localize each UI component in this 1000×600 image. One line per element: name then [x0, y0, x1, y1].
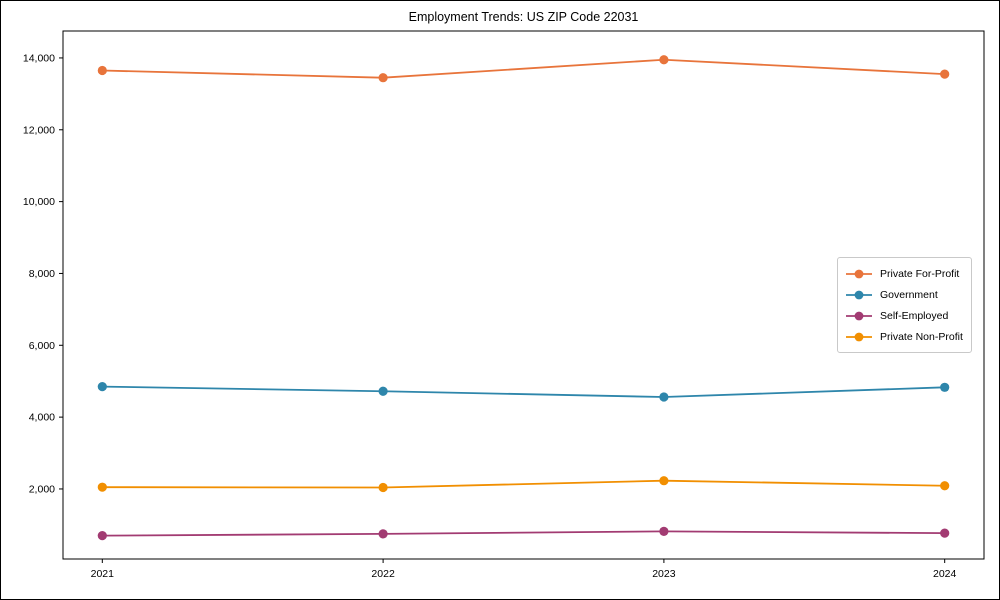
y-tick-label: 4,000	[29, 412, 55, 424]
legend-label: Government	[880, 288, 938, 301]
legend-dot	[854, 332, 864, 341]
data-point-private-non-profit-2022	[378, 482, 388, 493]
data-point-private-non-profit-2023	[659, 476, 669, 486]
legend-marker-icon	[846, 332, 872, 341]
data-point-private-for-profit-2024	[940, 69, 950, 79]
axes-frame	[62, 30, 985, 560]
x-tick-label: 2021	[91, 568, 115, 580]
data-point-government-2022	[378, 386, 388, 396]
data-point-self-employed-2021	[97, 531, 107, 541]
data-point-self-employed-2023	[659, 526, 669, 536]
data-point-private-non-profit-2024	[940, 481, 950, 491]
y-tick-label: 6,000	[29, 340, 55, 352]
legend-dot	[854, 290, 864, 299]
data-point-government-2023	[659, 392, 669, 402]
data-point-self-employed-2024	[940, 528, 950, 538]
series-line-government	[102, 385, 945, 398]
data-point-private-for-profit-2021	[97, 65, 107, 76]
legend-item: Self-Employed	[845, 305, 963, 326]
legend-item: Private For-Profit	[845, 263, 963, 284]
series-line-self-employed	[102, 530, 945, 537]
legend-marker-icon	[846, 290, 872, 299]
legend-dot	[854, 269, 864, 278]
series-line-private-for-profit	[102, 58, 945, 79]
data-point-government-2024	[940, 382, 950, 392]
legend-marker-icon	[846, 311, 872, 320]
data-point-private-for-profit-2022	[378, 73, 388, 83]
legend-marker-icon	[846, 269, 872, 278]
data-point-government-2021	[97, 381, 107, 392]
legend: Private For-Profit Government Self-Employe…	[837, 257, 972, 353]
x-tick-label: 2022	[371, 568, 395, 580]
y-tick-label: 2,000	[29, 483, 55, 495]
legend-dot	[854, 311, 864, 320]
legend-label: Private For-Profit	[880, 267, 960, 280]
data-point-private-for-profit-2023	[659, 55, 669, 65]
y-tick-label: 14,000	[23, 52, 55, 64]
legend-label: Private Non-Profit	[880, 330, 963, 343]
series-line-private-non-profit	[102, 479, 945, 489]
legend-label: Self-Employed	[880, 309, 949, 322]
x-tick-label: 2023	[652, 568, 676, 580]
legend-item: Private Non-Profit	[845, 326, 963, 347]
y-tick-label: 10,000	[23, 196, 55, 208]
data-point-self-employed-2022	[378, 529, 388, 539]
x-tick-label: 2024	[933, 568, 957, 580]
y-tick-label: 8,000	[29, 268, 55, 280]
legend-item: Government	[845, 284, 963, 305]
data-point-private-non-profit-2021	[97, 482, 107, 492]
y-tick-label: 12,000	[23, 124, 55, 136]
chart-title: Employment Trends: US ZIP Code 22031	[408, 10, 639, 24]
